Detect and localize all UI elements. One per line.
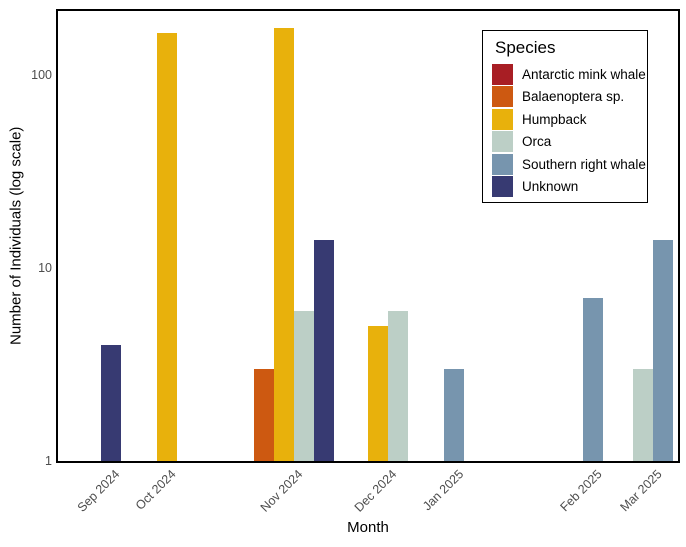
bar-southern-right-whale-feb-2025 [583, 298, 603, 461]
y-tick-label-1: 1 [45, 454, 52, 468]
legend-item-unknown: Unknown [492, 176, 578, 197]
x-tick-label-sep-2024: Sep 2024 [75, 467, 123, 515]
x-tick-label-dec-2024: Dec 2024 [352, 467, 400, 515]
legend-swatch-balaenoptera-sp [492, 86, 513, 108]
bar-unknown-nov-2024 [314, 240, 334, 461]
bar-balaenoptera-sp-nov-2024 [254, 369, 274, 461]
legend-title: Species [495, 38, 556, 57]
x-tick-label-jan-2025: Jan 2025 [419, 467, 466, 514]
bar-humpback-dec-2024 [368, 326, 388, 461]
x-axis-title: Month [347, 519, 389, 536]
legend-swatch-orca [492, 131, 513, 153]
bar-humpback-oct-2024 [157, 33, 177, 461]
legend-label-humpback: Humpback [522, 111, 587, 127]
legend-swatch-southern-right-whale [492, 153, 513, 175]
legend-label-southern-right-whale: Southern right whale [522, 156, 646, 172]
x-tick-label-mar-2025: Mar 2025 [617, 467, 665, 515]
legend-item-humpback: Humpback [492, 108, 587, 130]
bar-orca-dec-2024 [388, 311, 408, 461]
legend: Species Antarctic mink whale Balaenoptera… [482, 30, 648, 203]
bar-humpback-nov-2024 [274, 28, 294, 461]
legend-label-antarctic-mink-whale: Antarctic mink whale [522, 67, 646, 82]
bar-orca-mar-2025 [633, 369, 653, 461]
x-tick-label-feb-2025: Feb 2025 [557, 467, 605, 515]
legend-item-balaenoptera-sp: Balaenoptera sp. [492, 86, 625, 108]
legend-label-orca: Orca [522, 134, 552, 150]
x-tick-label-nov-2024: Nov 2024 [258, 467, 306, 515]
bar-orca-nov-2024 [294, 311, 314, 461]
legend-swatch-humpback [492, 108, 513, 130]
legend-label-unknown: Unknown [522, 179, 579, 194]
y-tick-label-100: 100 [31, 68, 52, 82]
bar-southern-right-whale-jan-2025 [444, 369, 464, 461]
y-tick-label-10: 10 [38, 261, 52, 275]
legend-item-orca: Orca [492, 131, 552, 153]
legend-item-southern-right-whale: Southern right whale [492, 153, 646, 175]
bar-southern-right-whale-mar-2025 [653, 240, 673, 461]
bar-unknown-sep-2024 [101, 345, 121, 461]
legend-swatch-antarctic-mink-whale [492, 64, 513, 85]
legend-label-balaenoptera-sp: Balaenoptera sp. [522, 89, 625, 105]
x-tick-label-oct-2024: Oct 2024 [133, 467, 179, 513]
legend-swatch-unknown [492, 176, 513, 197]
legend-item-antarctic-mink-whale: Antarctic mink whale [492, 64, 646, 85]
